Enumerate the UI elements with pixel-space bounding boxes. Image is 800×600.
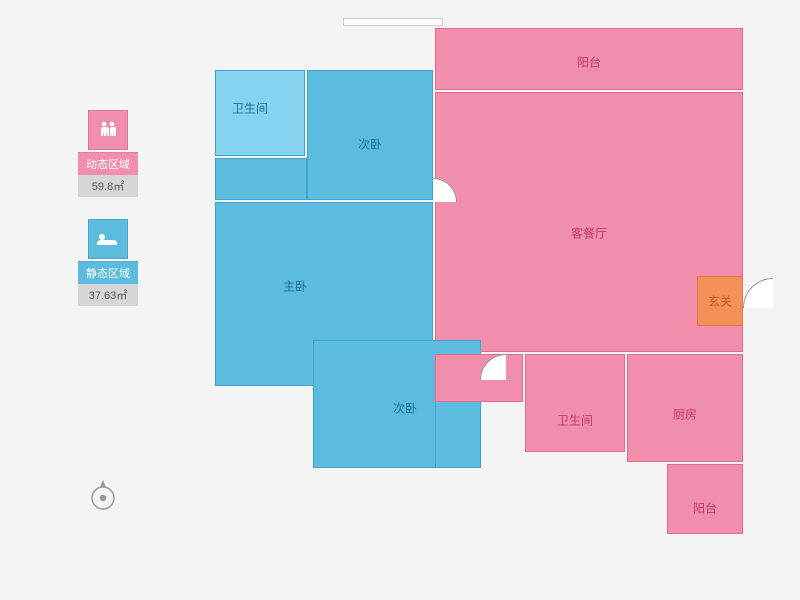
room-label-bath1: 卫生间 xyxy=(232,100,268,117)
legend-static-label: 静态区域 xyxy=(78,261,138,284)
room-label-bath2: 卫生间 xyxy=(557,412,593,429)
room-label-master: 主卧 xyxy=(283,278,307,295)
wall-notch xyxy=(343,18,443,26)
people-icon xyxy=(88,110,128,150)
room-bath2 xyxy=(525,354,625,452)
compass-icon xyxy=(88,478,118,508)
room-bedroom2-top-ext xyxy=(215,158,307,200)
room-label-entrance: 玄关 xyxy=(708,293,732,310)
room-label-kitchen: 厨房 xyxy=(673,406,697,423)
room-label-balcony-top: 阳台 xyxy=(577,54,601,71)
legend-dynamic: 动态区域 59.8㎡ xyxy=(78,110,138,197)
legend-static: 静态区域 37.63㎡ xyxy=(78,219,138,306)
room-label-balcony-bot: 阳台 xyxy=(693,500,717,517)
room-label-living: 客餐厅 xyxy=(571,225,607,242)
room-label-bedroom2-top: 次卧 xyxy=(358,136,382,153)
sleep-icon xyxy=(88,219,128,259)
legend-dynamic-label: 动态区域 xyxy=(78,152,138,175)
room-label-bedroom2-bot: 次卧 xyxy=(393,400,417,417)
floorplan: 阳台客餐厅玄关厨房卫生间阳台卫生间次卧主卧次卧 xyxy=(195,18,760,578)
legend-dynamic-value: 59.8㎡ xyxy=(78,175,138,197)
legend-panel: 动态区域 59.8㎡ 静态区域 37.63㎡ xyxy=(78,110,138,328)
room-corridor xyxy=(435,354,523,402)
door-arc-0 xyxy=(743,278,773,308)
legend-static-value: 37.63㎡ xyxy=(78,284,138,306)
